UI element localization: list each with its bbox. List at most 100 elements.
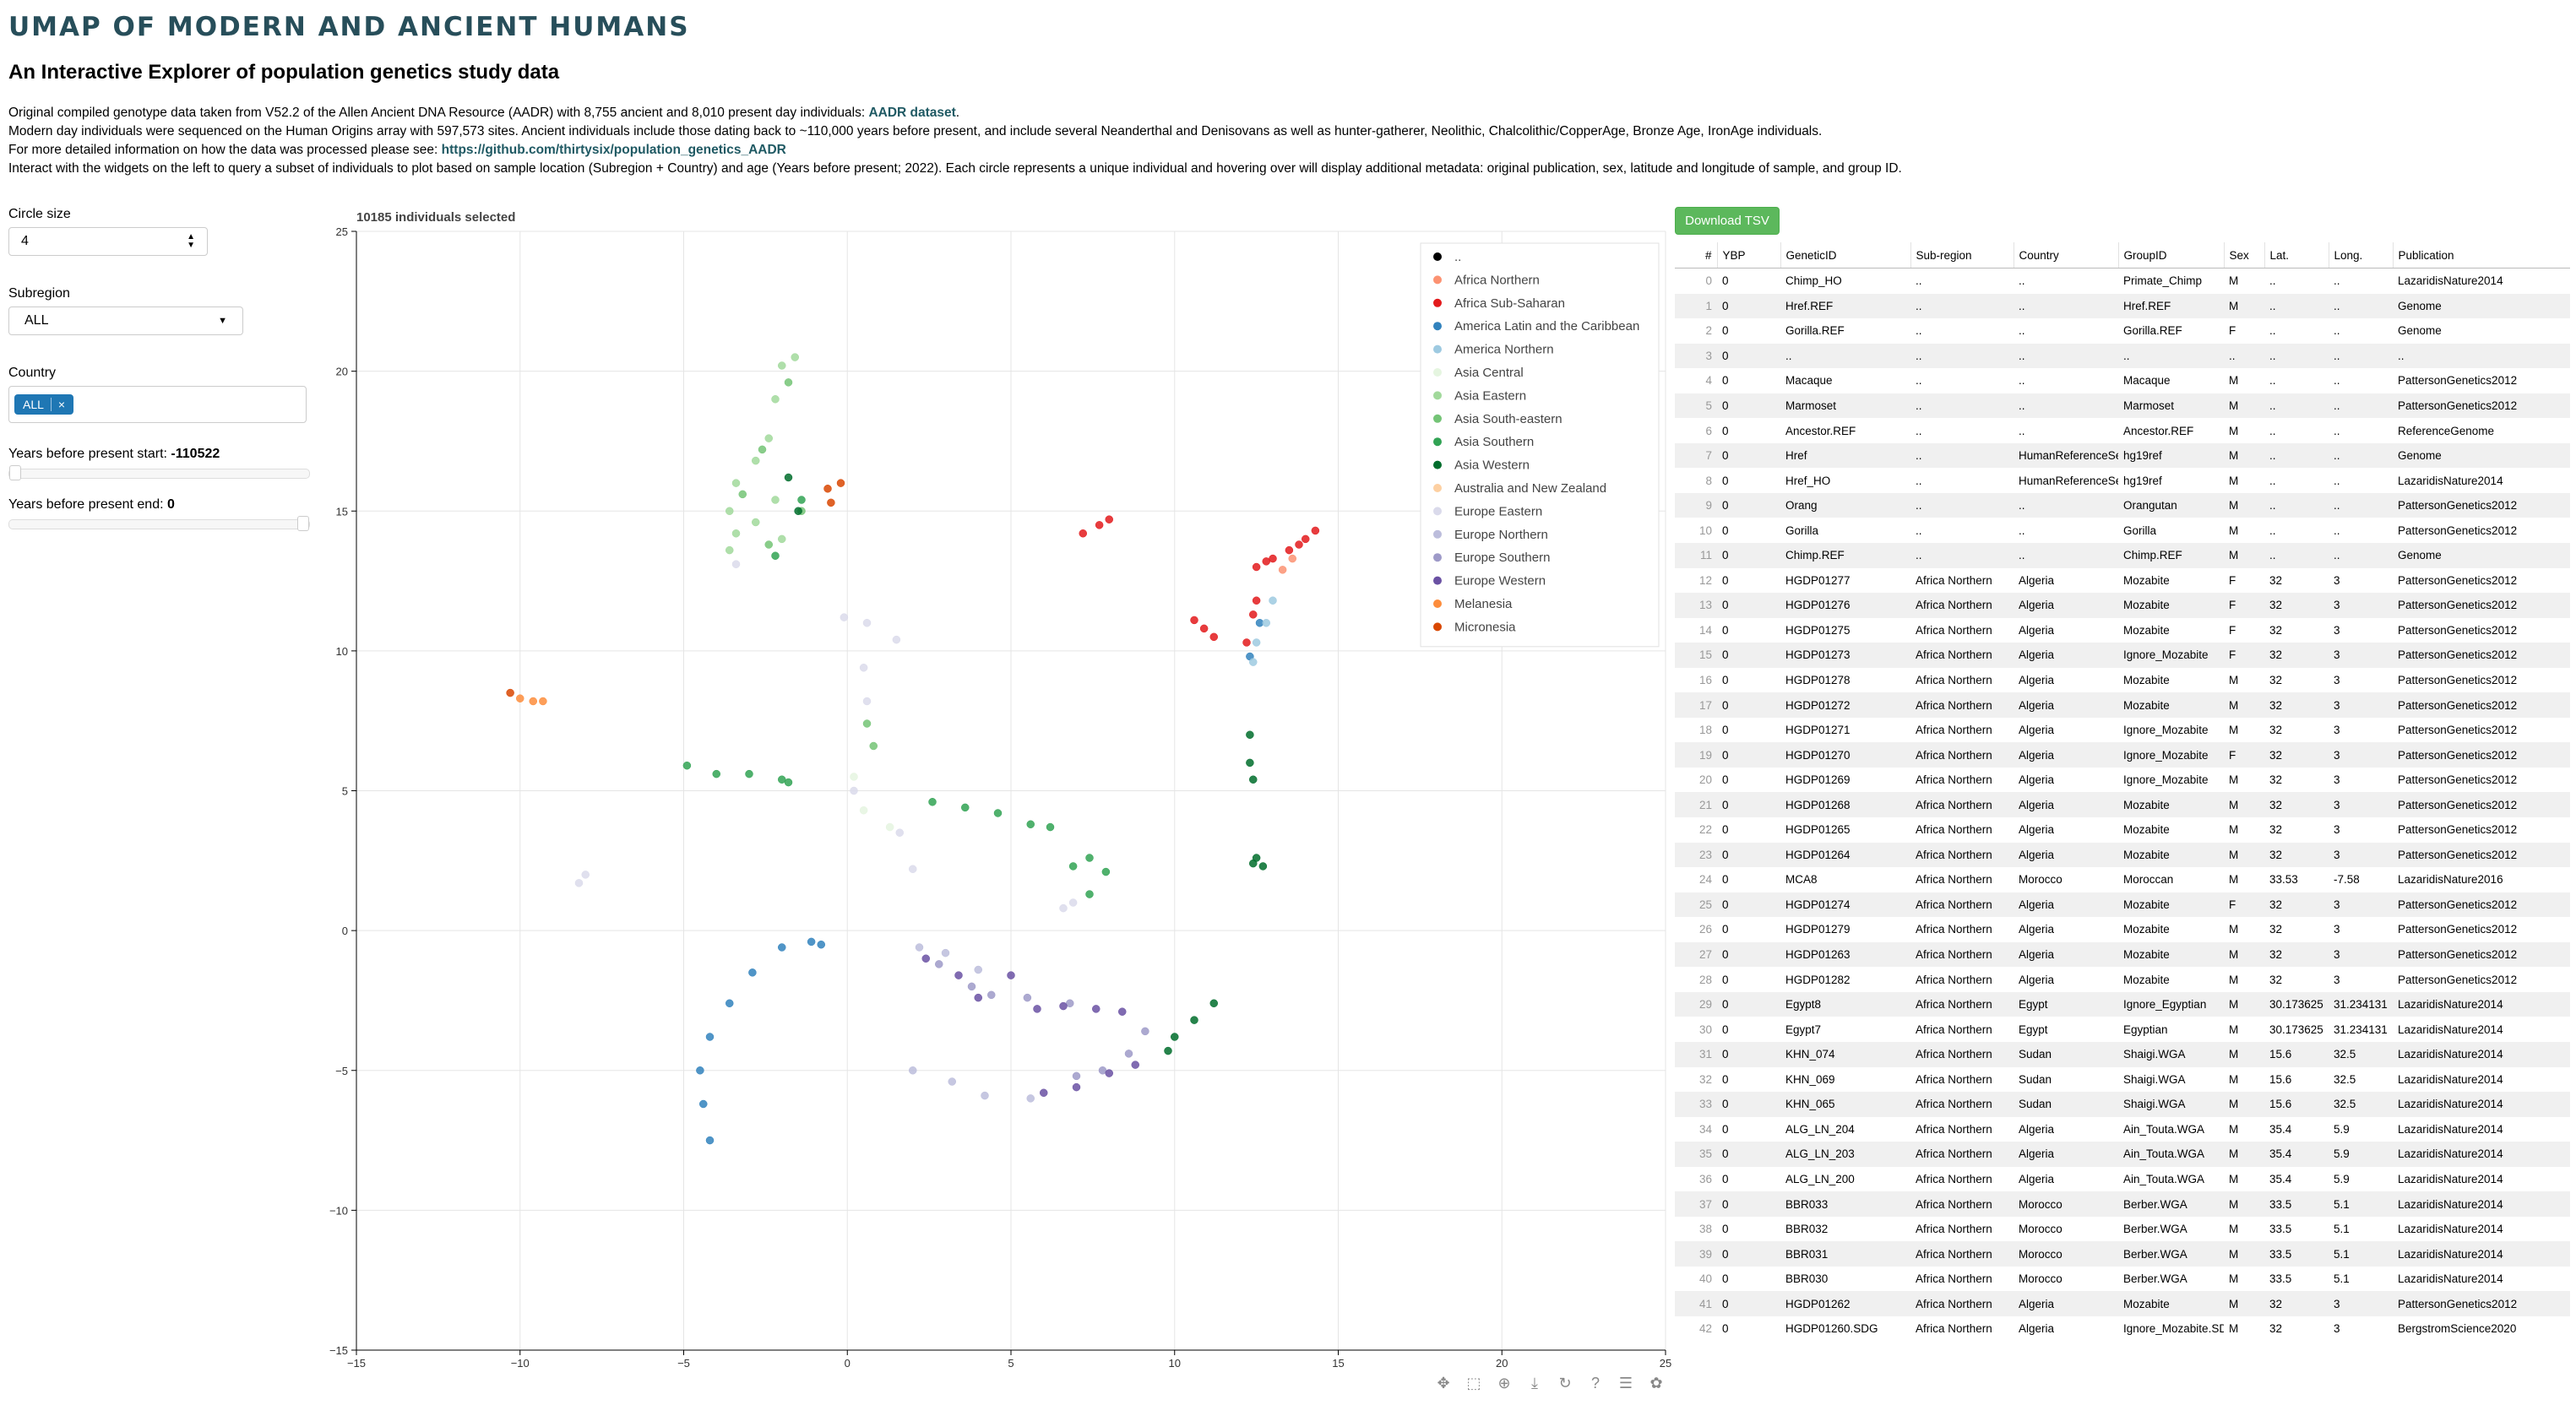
umap-scatter-chart[interactable]: 10185 individuals selected −15 −10 −5 0 5 10 15… [314, 206, 1674, 1370]
country-multiselect[interactable]: ALL × [8, 386, 307, 423]
table-cell: .. [1910, 543, 2014, 568]
box-zoom-icon[interactable]: ⬚ [1466, 1375, 1481, 1391]
column-header[interactable]: Sex [2223, 242, 2264, 269]
github-link[interactable]: https://github.com/thirtysix/population_… [441, 143, 786, 157]
column-header[interactable]: GeneticID [1780, 242, 1910, 269]
table-row[interactable]: 12 0 HGDP01277 Africa Northern Algeria Mozabi… [1675, 568, 2570, 594]
table-row[interactable]: 35 0 ALG_LN_203 Africa Northern Algeria Ain_T… [1675, 1142, 2570, 1167]
table-row[interactable]: 40 0 BBR030 Africa Northern Morocco Berber.WG… [1675, 1267, 2570, 1292]
table-row[interactable]: 41 0 HGDP01262 Africa Northern Algeria Mozabi… [1675, 1291, 2570, 1316]
table-cell: Sudan [2014, 1041, 2118, 1067]
table-row[interactable]: 34 0 ALG_LN_204 Africa Northern Algeria Ain_T… [1675, 1117, 2570, 1142]
data-point [1124, 1050, 1133, 1058]
column-header[interactable]: Long. [2328, 242, 2393, 269]
y-tick-label: 10 [336, 645, 348, 658]
column-header[interactable]: Sub-region [1910, 242, 2014, 269]
table-row[interactable]: 11 0 Chimp.REF.... Chimp.REF M.... Genome [1675, 543, 2570, 568]
table-row[interactable]: 10 0 Gorilla.... Gorilla M.... PattersonGenet… [1675, 518, 2570, 543]
table-row[interactable]: 9 0 Orang.... Orangutan M.... PattersonGeneti… [1675, 492, 2570, 518]
table-row[interactable]: 13 0 HGDP01276 Africa Northern Algeria Mozabi… [1675, 593, 2570, 618]
table-row[interactable]: 20 0 HGDP01269 Africa Northern Algeria Ignore… [1675, 768, 2570, 793]
table-row[interactable]: 2 0 Gorilla.REF.... Gorilla.REF F.... Genome [1675, 318, 2570, 344]
table-row[interactable]: 25 0 HGDP01274 Africa Northern Algeria Mozabi… [1675, 892, 2570, 918]
table-row[interactable]: 0 0 Chimp_HO.... Primate_Chimp M.... Lazaridi… [1675, 269, 2570, 294]
table-row[interactable]: 19 0 HGDP01270 Africa Northern Algeria Ignore… [1675, 742, 2570, 768]
table-row[interactable]: 7 0 Href.. HumanReferenceSe hg19ref M.... Geno… [1675, 442, 2570, 469]
table-cell: .. [2019, 523, 2025, 537]
hover-icon[interactable]: ☰ [1618, 1375, 1633, 1391]
table-row[interactable]: 6 0 Ancestor.REF.... Ancestor.REF M.... Refer… [1675, 418, 2570, 443]
row-index: 35 [1675, 1142, 1717, 1167]
table-cell: Mozabite [2123, 674, 2170, 687]
table-row[interactable]: 33 0 KHN_065 Africa Northern Sudan Shaigi.WGA… [1675, 1092, 2570, 1117]
column-header[interactable]: Lat. [2264, 242, 2329, 269]
table-cell: Ignore_Mozabite [2118, 742, 2224, 768]
data-point [1246, 758, 1254, 768]
ybp-end-slider[interactable] [8, 516, 310, 531]
ybp-end-slider-handle[interactable] [297, 516, 309, 531]
download-tsv-button[interactable]: Download TSV [1675, 207, 1780, 235]
table-cell: Algeria [2014, 692, 2118, 718]
table-row[interactable]: 38 0 BBR032 Africa Northern Morocco Berber.WG… [1675, 1217, 2570, 1242]
bokeh-logo-icon[interactable]: ✿ [1649, 1375, 1663, 1391]
close-icon[interactable]: × [50, 398, 65, 411]
column-header[interactable]: GroupID [2117, 242, 2224, 269]
table-row[interactable]: 39 0 BBR031 Africa Northern Morocco Berber.WG… [1675, 1241, 2570, 1267]
table-row[interactable]: 4 0 Macaque.... Macaque M.... PattersonGeneti… [1675, 368, 2570, 393]
column-header[interactable]: # [1675, 242, 1717, 269]
table-row[interactable]: 16 0 HGDP01278 Africa Northern Algeria Mozabi… [1675, 668, 2570, 693]
table-row[interactable]: 15 0 HGDP01273 Africa Northern Algeria Ignore… [1675, 643, 2570, 668]
table-cell: LazaridisNature2014 [2393, 1041, 2570, 1067]
pan-icon[interactable]: ✥ [1437, 1375, 1450, 1391]
ybp-start-slider-handle[interactable] [9, 465, 21, 480]
wheel-zoom-icon[interactable]: ⊕ [1497, 1375, 1511, 1391]
table-row[interactable]: 17 0 HGDP01272 Africa Northern Algeria Mozabi… [1675, 692, 2570, 718]
legend-marker [1433, 622, 1442, 632]
subregion-select[interactable]: ALL ▼ [8, 306, 243, 335]
row-index: 13 [1675, 593, 1717, 618]
spinner-arrows-icon[interactable]: ▲ ▼ [187, 232, 195, 250]
help-icon[interactable]: ? [1590, 1375, 1600, 1391]
table-row[interactable]: 28 0 HGDP01282 Africa Northern Algeria Mozabi… [1675, 967, 2570, 992]
table-cell: .. [2393, 343, 2570, 369]
table-row[interactable]: 24 0 MCA8 Africa Northern Morocco Moroccan M 33… [1675, 867, 2570, 892]
save-icon[interactable]: ⤓ [1531, 1375, 1538, 1391]
circle-size-spinner[interactable]: 4 ▲ ▼ [8, 227, 208, 256]
table-row[interactable]: 26 0 HGDP01279 Africa Northern Algeria Mozabi… [1675, 917, 2570, 942]
row-index: 3 [1675, 343, 1717, 369]
table-cell: 5.1 [2329, 1241, 2393, 1267]
table-row[interactable]: 5 0 Marmoset.... Marmoset M.... PattersonGene… [1675, 393, 2570, 419]
table-row[interactable]: 8 0 Href_HO.. HumanReferenceSe hg19ref M.... L… [1675, 468, 2570, 493]
table-row[interactable]: 23 0 HGDP01264 Africa Northern Algeria Mozabi… [1675, 842, 2570, 868]
column-header[interactable]: YBP [1716, 242, 1780, 269]
table-row[interactable]: 22 0 HGDP01265 Africa Northern Algeria Mozabi… [1675, 817, 2570, 843]
table-cell: F [2224, 742, 2264, 768]
table-row[interactable]: 29 0 Egypt8 Africa Northern Egypt Ignore_Egyp… [1675, 991, 2570, 1017]
row-index: 41 [1675, 1291, 1717, 1316]
table-cell: .. [2264, 442, 2329, 469]
row-index: 8 [1705, 474, 1712, 487]
table-row[interactable]: 18 0 HGDP01271 Africa Northern Algeria Ignore… [1675, 718, 2570, 743]
table-row[interactable]: 27 0 HGDP01263 Africa Northern Algeria Mozabi… [1675, 941, 2570, 968]
ybp-start-slider[interactable] [8, 465, 310, 480]
legend-label: Asia South-eastern [1454, 412, 1562, 426]
table-row[interactable]: 32 0 KHN_069 Africa Northern Sudan Shaigi.WGA… [1675, 1067, 2570, 1093]
data-point [850, 786, 858, 795]
table-row[interactable]: 37 0 BBR033 Africa Northern Morocco Berber.WG… [1675, 1191, 2570, 1217]
aadr-dataset-link[interactable]: AADR dataset [868, 106, 956, 120]
table-row[interactable]: 1 0 Href.REF.... Href.REF M.... Genome [1675, 293, 2570, 319]
table-cell: KHN_065 [1780, 1092, 1910, 1117]
table-row[interactable]: 31 0 KHN_074 Africa Northern Sudan Shaigi.WGA… [1675, 1041, 2570, 1067]
column-header[interactable]: Publication [2392, 242, 2570, 269]
table-row[interactable]: 14 0 HGDP01275 Africa Northern Algeria Mozabi… [1675, 618, 2570, 643]
table-row[interactable]: 42 0 HGDP01260.SDG Africa Northern Algeria Ig… [1675, 1316, 2570, 1342]
table-row[interactable]: 21 0 HGDP01268 Africa Northern Algeria Mozabi… [1675, 792, 2570, 818]
umap-plot[interactable]: 10185 individuals selected −15 −10 −5 0 5 10 15… [314, 206, 1674, 1371]
table-row[interactable]: 30 0 Egypt7 Africa Northern Egypt Egyptian M 30… [1675, 1017, 2570, 1042]
table-row[interactable]: 3 0................ [1675, 343, 2570, 369]
table-row[interactable]: 36 0 ALG_LN_200 Africa Northern Algeria Ain_T… [1675, 1167, 2570, 1192]
table-cell: 0 [1722, 674, 1729, 687]
column-header[interactable]: Country [2013, 242, 2118, 269]
table-cell: .. [1916, 474, 1922, 487]
reset-icon[interactable]: ↻ [1558, 1375, 1572, 1391]
